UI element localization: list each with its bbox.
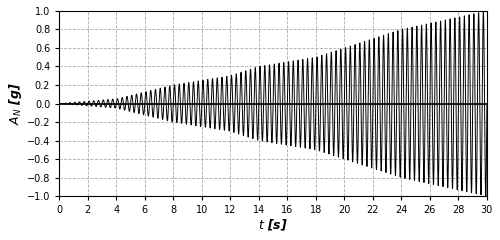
X-axis label: $t$ [s]: $t$ [s]: [258, 218, 288, 233]
Y-axis label: $A_N$ [g]: $A_N$ [g]: [7, 82, 24, 125]
